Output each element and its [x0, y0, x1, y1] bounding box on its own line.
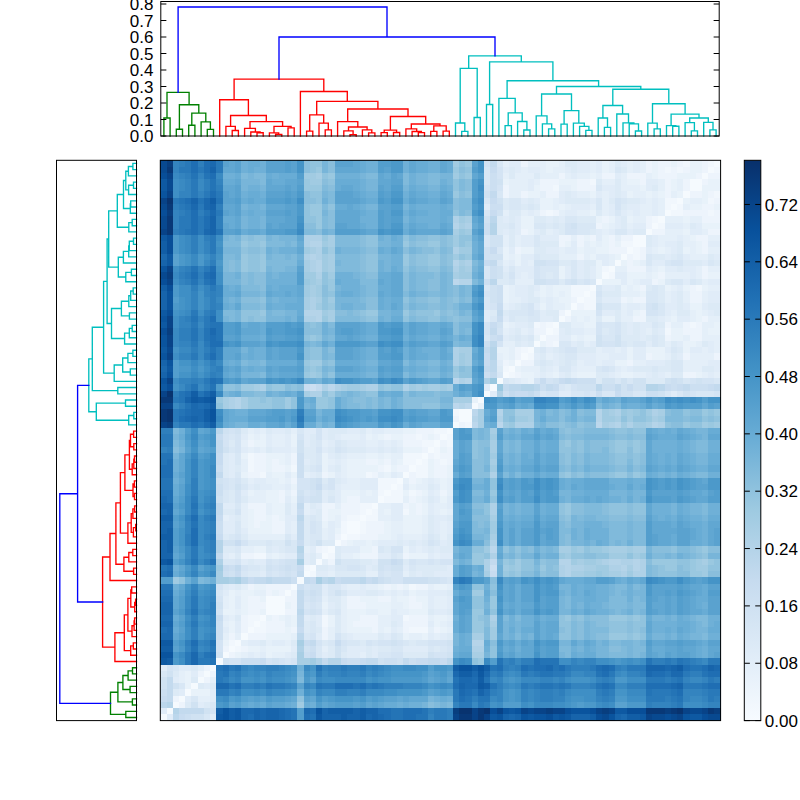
svg-text:0.8: 0.8: [130, 0, 154, 14]
svg-text:0.24: 0.24: [765, 540, 798, 559]
svg-text:0.7: 0.7: [130, 12, 154, 31]
svg-text:0.32: 0.32: [765, 482, 798, 501]
svg-text:0.08: 0.08: [765, 654, 798, 673]
svg-text:0.56: 0.56: [765, 310, 798, 329]
svg-text:0.1: 0.1: [130, 111, 154, 130]
svg-text:0.00: 0.00: [765, 712, 798, 731]
svg-text:0.6: 0.6: [130, 28, 154, 47]
svg-text:0.16: 0.16: [765, 597, 798, 616]
svg-text:0.64: 0.64: [765, 253, 798, 272]
svg-text:0.72: 0.72: [765, 196, 798, 215]
svg-text:0.3: 0.3: [130, 78, 154, 97]
svg-text:0.2: 0.2: [130, 94, 154, 113]
svg-text:0.5: 0.5: [130, 45, 154, 64]
svg-text:0.0: 0.0: [130, 127, 154, 146]
svg-text:0.48: 0.48: [765, 368, 798, 387]
svg-text:0.4: 0.4: [130, 61, 154, 80]
svg-text:0.40: 0.40: [765, 425, 798, 444]
